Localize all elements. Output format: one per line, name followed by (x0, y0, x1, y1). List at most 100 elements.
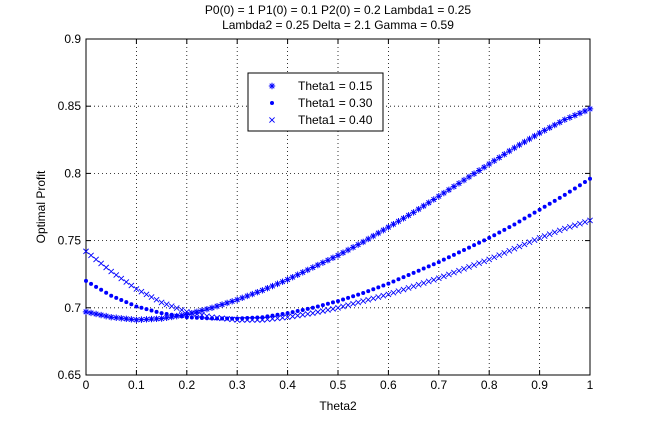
data-point (299, 269, 306, 276)
data-point (476, 260, 483, 267)
x-tick-label: 1 (587, 378, 594, 392)
data-point (173, 305, 180, 311)
data-point (89, 281, 94, 286)
data-point (104, 290, 109, 295)
data-point (204, 316, 209, 321)
data-point (582, 180, 587, 185)
data-point (290, 310, 295, 315)
data-point (502, 227, 507, 232)
data-point (360, 238, 367, 246)
data-point (410, 209, 417, 216)
data-point (199, 316, 204, 321)
data-point (204, 313, 210, 320)
data-point (491, 157, 498, 164)
y-tick-label: 0.7 (64, 301, 81, 315)
data-point (496, 252, 503, 259)
data-point (366, 289, 371, 294)
y-tick-label: 0.85 (58, 99, 82, 113)
data-point (482, 238, 487, 243)
data-point (138, 316, 145, 323)
data-point (234, 316, 241, 323)
data-point (325, 301, 330, 306)
data-point (491, 254, 498, 261)
data-point (430, 196, 437, 203)
data-point (546, 231, 553, 238)
data-point (143, 291, 150, 298)
y-tick-label: 0.75 (58, 234, 82, 248)
data-point (472, 243, 477, 248)
data-point (264, 284, 271, 292)
data-point (516, 243, 523, 250)
data-point (335, 304, 341, 311)
data-point (314, 261, 322, 269)
data-point (456, 250, 461, 255)
data-point (521, 138, 528, 146)
data-point (249, 290, 256, 298)
data-point (193, 311, 200, 317)
data-point (507, 225, 512, 230)
data-point (487, 235, 492, 240)
data-point (541, 233, 548, 239)
data-point (541, 127, 548, 134)
data-point (349, 244, 357, 251)
data-point (376, 285, 381, 290)
data-point (425, 278, 432, 285)
data-point (87, 309, 95, 317)
data-point (501, 250, 508, 256)
data-point (536, 234, 543, 241)
data-point (531, 132, 538, 140)
data-point (396, 277, 401, 282)
data-point (149, 308, 154, 313)
data-point (168, 303, 175, 310)
data-point (314, 309, 321, 316)
data-point (284, 314, 291, 321)
x-axis-label: Theta2 (319, 399, 357, 413)
data-point (184, 315, 189, 320)
data-point (250, 315, 255, 320)
data-point (223, 299, 231, 307)
data-point (138, 288, 145, 295)
data-point (420, 280, 427, 286)
data-point (215, 316, 220, 321)
data-point (210, 316, 214, 321)
data-point (390, 289, 397, 296)
data-point (556, 227, 563, 234)
x-tick-label: 0 (83, 378, 90, 392)
data-point (269, 315, 276, 322)
data-point (315, 304, 320, 309)
data-point (451, 252, 456, 257)
data-point (133, 286, 140, 292)
data-point (193, 308, 201, 316)
x-tick-labels: 0 0.1 0.2 0.3 0.4 0.5 0.6 0.7 0.8 0.9 1 (83, 378, 594, 392)
data-point (446, 255, 451, 260)
data-point (239, 316, 246, 323)
data-point (577, 220, 583, 227)
data-point (450, 183, 458, 190)
data-point (475, 167, 483, 174)
data-point (249, 316, 256, 323)
data-point (386, 281, 391, 286)
data-point (254, 289, 261, 296)
data-point (102, 312, 110, 320)
series-2 (84, 176, 592, 321)
data-point (526, 239, 533, 246)
data-point (159, 311, 164, 316)
data-point (526, 135, 533, 143)
data-point (380, 226, 387, 234)
data-point (325, 307, 331, 313)
data-point (562, 192, 567, 197)
data-point (571, 112, 579, 119)
data-point (542, 204, 547, 209)
data-point (304, 266, 311, 274)
series-3 (83, 217, 593, 323)
data-point (577, 183, 582, 188)
data-point (133, 316, 140, 324)
data-point (431, 262, 436, 267)
data-point (163, 314, 170, 321)
data-point (365, 235, 372, 243)
data-point (375, 294, 382, 300)
data-point (224, 315, 231, 322)
data-point (340, 303, 346, 310)
chart-title-line-1: P0(0) = 1 P1(0) = 0.1 P2(0) = 0.2 Lambda… (205, 3, 471, 17)
data-point (395, 218, 402, 225)
